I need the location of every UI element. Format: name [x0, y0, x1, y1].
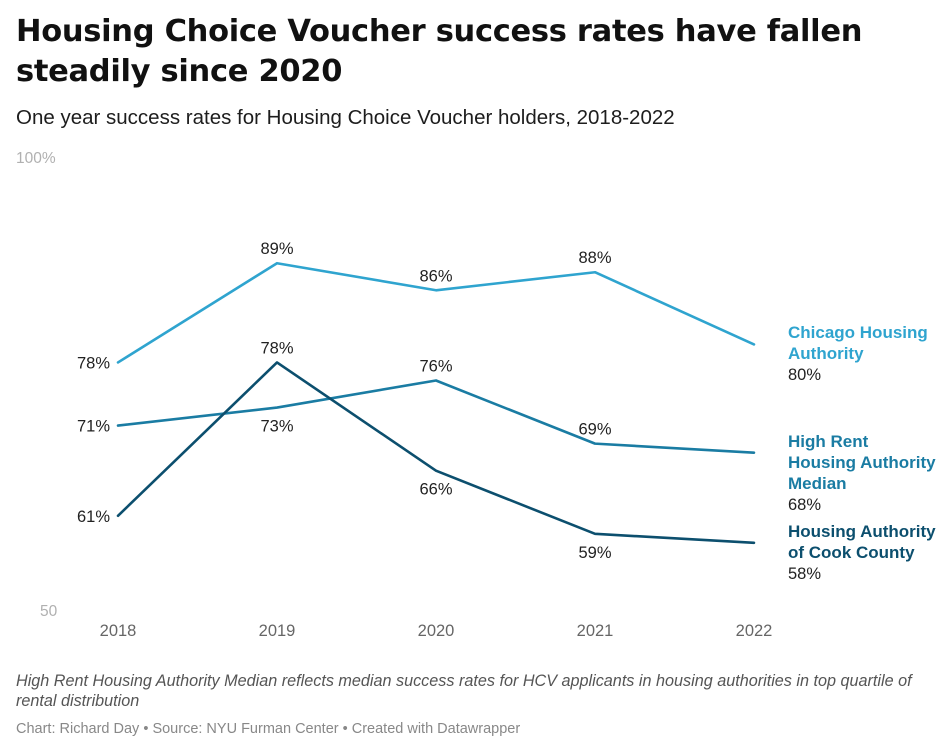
data-label: 86% [419, 267, 452, 285]
data-label: 73% [260, 418, 293, 436]
data-label: 61% [77, 508, 110, 526]
data-label: 68% [788, 496, 821, 514]
x-tick-label: 2018 [100, 622, 137, 640]
chart-title: Housing Choice Voucher success rates hav… [16, 14, 863, 89]
line-chart: 100% 50 2018 2019 2020 2021 2022 78% 89% 86% 88% 71… [16, 150, 936, 640]
data-label: 66% [419, 481, 452, 499]
credit-source: Source: NYU Furman Center [152, 721, 339, 737]
credit-separator: • [338, 721, 352, 737]
series-label: of Cook County [788, 543, 915, 562]
data-label: 80% [788, 366, 821, 384]
data-label: 88% [578, 249, 611, 267]
series-line-2 [116, 361, 756, 545]
series-line-0 [116, 261, 756, 364]
data-label: 58% [788, 565, 821, 583]
data-label: 89% [260, 240, 293, 258]
series-line-1 [116, 379, 756, 454]
credit-author: Chart: Richard Day [16, 721, 140, 737]
chart-credit: Chart: Richard Day • Source: NYU Furman … [16, 721, 520, 737]
x-tick-label: 2020 [418, 622, 455, 640]
series-label: Housing Authority [788, 453, 936, 472]
data-label: 59% [578, 544, 611, 562]
credit-tool: Created with Datawrapper [351, 721, 521, 737]
data-label: 78% [260, 339, 293, 357]
credit-separator: • [139, 721, 153, 737]
series-label: High Rent [788, 432, 869, 451]
chart-note: High Rent Housing Authority Median refle… [16, 672, 912, 710]
data-label: 69% [578, 421, 611, 439]
data-label: 71% [77, 418, 110, 436]
y-tick-label: 50 [40, 603, 58, 620]
x-tick-label: 2019 [259, 622, 296, 640]
series-label: Median [788, 474, 847, 493]
series-label: Chicago Housing [788, 323, 928, 342]
series-label: Authority [788, 344, 864, 363]
x-tick-label: 2022 [736, 622, 773, 640]
chart-subtitle: One year success rates for Housing Choic… [16, 106, 675, 129]
data-label: 76% [419, 357, 452, 375]
data-label: 78% [77, 354, 110, 372]
x-tick-label: 2021 [577, 622, 614, 640]
series-label: Housing Authority [788, 522, 936, 541]
y-tick-label: 100% [16, 150, 56, 167]
